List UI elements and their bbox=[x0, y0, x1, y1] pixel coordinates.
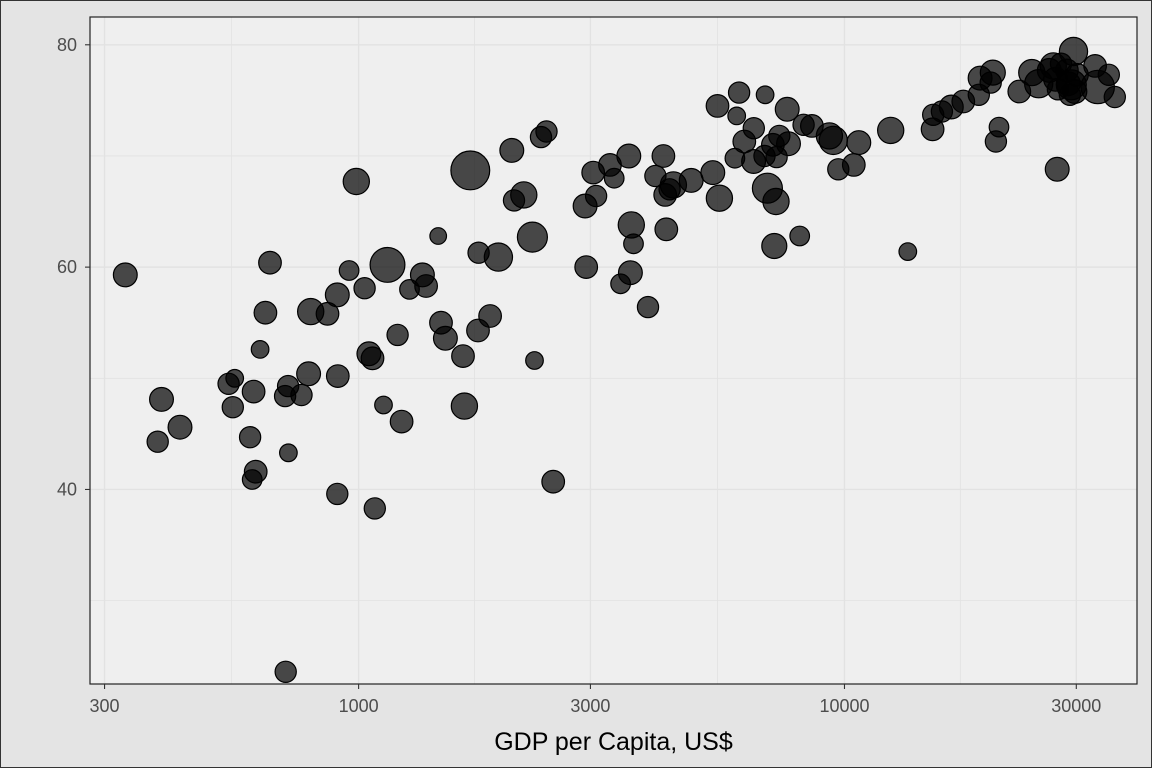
data-point bbox=[517, 222, 547, 252]
data-point bbox=[790, 226, 810, 246]
data-point bbox=[980, 60, 1005, 85]
data-point bbox=[604, 168, 624, 188]
data-point bbox=[479, 305, 502, 328]
data-point bbox=[701, 161, 725, 185]
data-point bbox=[1059, 37, 1087, 65]
x-tick-label: 3000 bbox=[570, 696, 610, 716]
data-point bbox=[542, 470, 565, 493]
data-point bbox=[226, 370, 244, 388]
data-point bbox=[375, 396, 393, 414]
data-point bbox=[575, 256, 598, 279]
data-point bbox=[113, 263, 137, 287]
data-point bbox=[878, 117, 904, 143]
data-point bbox=[652, 145, 675, 168]
data-point bbox=[150, 388, 174, 412]
data-point bbox=[275, 661, 296, 682]
data-point bbox=[624, 234, 644, 254]
data-point bbox=[637, 297, 658, 318]
data-point bbox=[762, 234, 787, 259]
data-point bbox=[679, 169, 703, 193]
data-point bbox=[763, 188, 789, 214]
y-tick-label: 40 bbox=[57, 479, 77, 499]
data-point bbox=[655, 218, 678, 241]
data-point bbox=[728, 107, 746, 125]
data-point bbox=[526, 352, 544, 370]
data-point bbox=[1104, 86, 1125, 107]
data-point bbox=[536, 121, 557, 142]
data-point bbox=[1045, 157, 1069, 181]
y-tick-label: 80 bbox=[57, 35, 77, 55]
data-point bbox=[430, 228, 447, 245]
data-point bbox=[251, 341, 269, 359]
data-point bbox=[280, 444, 298, 462]
x-tick-label: 30000 bbox=[1051, 696, 1101, 716]
data-point bbox=[617, 144, 641, 168]
data-point bbox=[240, 427, 261, 448]
data-point bbox=[244, 460, 267, 483]
data-point bbox=[147, 431, 168, 452]
data-point bbox=[756, 86, 774, 104]
data-point bbox=[387, 324, 408, 345]
x-tick-label: 10000 bbox=[819, 696, 869, 716]
data-point bbox=[343, 168, 369, 194]
data-point bbox=[354, 278, 375, 299]
data-point bbox=[511, 182, 537, 208]
data-point bbox=[361, 347, 384, 370]
x-tick-label: 300 bbox=[90, 696, 120, 716]
data-point bbox=[327, 483, 348, 504]
data-point bbox=[434, 326, 458, 350]
data-point bbox=[819, 126, 847, 154]
plot-panel bbox=[90, 17, 1137, 684]
data-point bbox=[222, 397, 243, 418]
data-point bbox=[327, 365, 350, 388]
data-point bbox=[777, 132, 801, 156]
data-point bbox=[259, 251, 282, 274]
data-point bbox=[415, 275, 438, 298]
data-point bbox=[706, 185, 732, 211]
data-point bbox=[484, 243, 512, 271]
data-point bbox=[843, 154, 866, 177]
data-point bbox=[242, 380, 265, 403]
data-point bbox=[743, 118, 764, 139]
data-point bbox=[254, 301, 277, 324]
data-point bbox=[500, 139, 524, 163]
data-point bbox=[452, 345, 475, 368]
data-point bbox=[847, 131, 871, 155]
data-point bbox=[729, 82, 750, 103]
data-point bbox=[168, 415, 192, 439]
x-tick-label: 1000 bbox=[339, 696, 379, 716]
data-point bbox=[989, 117, 1009, 137]
data-point bbox=[390, 410, 413, 433]
data-point bbox=[370, 248, 405, 283]
data-point bbox=[364, 498, 385, 519]
data-point bbox=[297, 362, 321, 386]
data-point bbox=[451, 393, 477, 419]
data-point bbox=[325, 283, 349, 307]
y-tick-label: 60 bbox=[57, 257, 77, 277]
data-point bbox=[899, 243, 917, 261]
data-point bbox=[291, 384, 312, 405]
data-point bbox=[586, 185, 607, 206]
data-point bbox=[339, 261, 359, 281]
data-point bbox=[619, 261, 643, 285]
data-point bbox=[706, 95, 729, 118]
x-axis-title: GDP per Capita, US$ bbox=[494, 728, 733, 756]
data-point bbox=[1098, 64, 1119, 85]
data-point bbox=[451, 151, 490, 190]
